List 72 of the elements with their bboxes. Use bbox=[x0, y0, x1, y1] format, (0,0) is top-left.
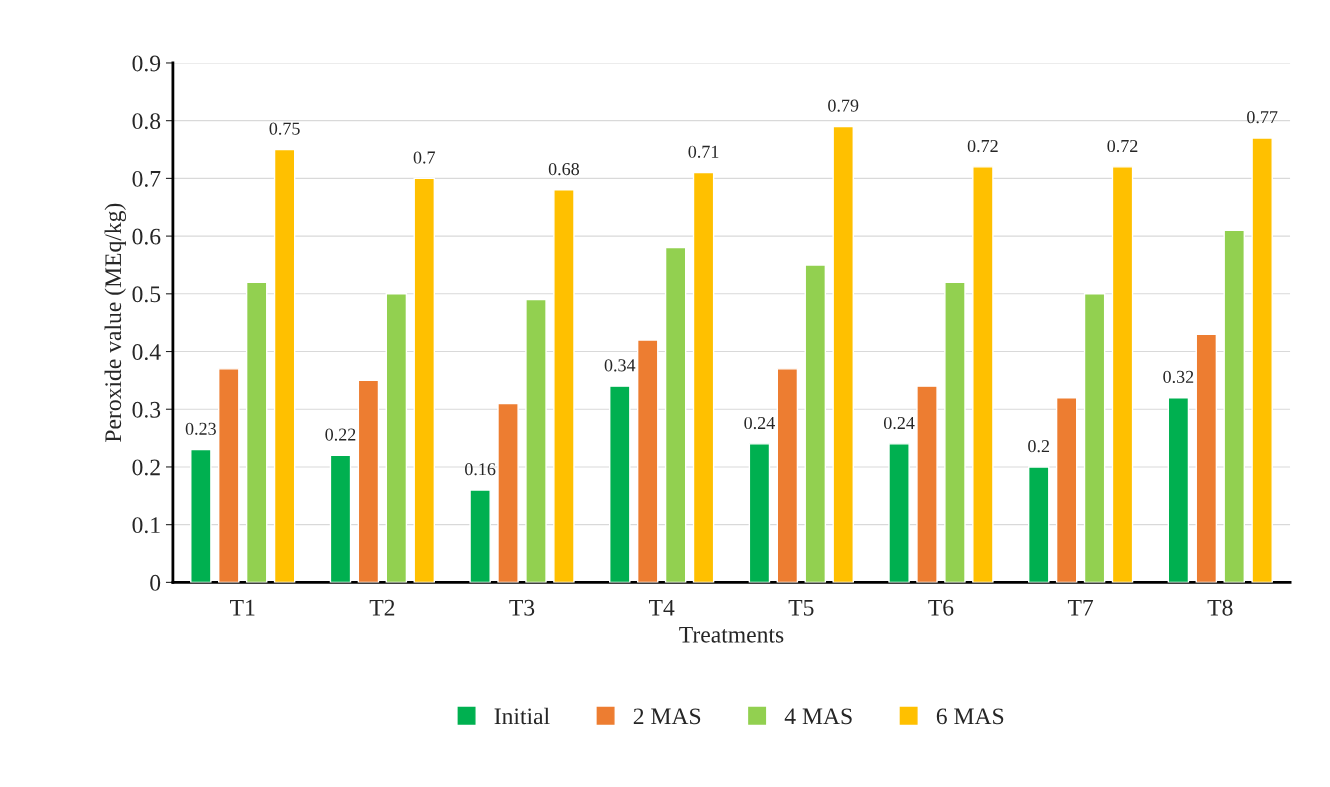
bar bbox=[469, 489, 491, 583]
y-tick-label: 0.2 bbox=[132, 459, 160, 476]
bar bbox=[190, 448, 212, 583]
bar bbox=[553, 189, 575, 583]
x-tick-label: T1 bbox=[230, 599, 255, 616]
y-tick-label: 0.6 bbox=[132, 228, 161, 245]
legend-label: 4 MAS bbox=[784, 708, 852, 725]
y-tick-label: 0 bbox=[150, 574, 161, 591]
bar bbox=[218, 368, 240, 583]
y-tick-label: 0.8 bbox=[132, 113, 161, 130]
y-tick-label: 0.9 bbox=[132, 55, 161, 72]
y-tick-label: 0.1 bbox=[132, 517, 160, 534]
data-label: 0.23 bbox=[185, 422, 216, 435]
bar bbox=[916, 385, 938, 583]
data-label: 0.71 bbox=[688, 145, 719, 158]
bar bbox=[413, 177, 436, 583]
x-tick-label: T8 bbox=[1207, 599, 1233, 616]
bar bbox=[636, 339, 659, 583]
data-label: 0.2 bbox=[1028, 439, 1050, 453]
bar bbox=[525, 298, 547, 583]
bar bbox=[944, 281, 966, 583]
legend-label: 2 MAS bbox=[633, 708, 701, 725]
data-label: 0.72 bbox=[1107, 139, 1138, 153]
data-label: 0.24 bbox=[883, 416, 915, 430]
bar bbox=[692, 171, 715, 583]
bar bbox=[1027, 466, 1050, 583]
x-tick-label: T6 bbox=[928, 599, 954, 616]
bar bbox=[1167, 397, 1190, 583]
x-tick-label: T2 bbox=[369, 599, 395, 616]
bar bbox=[497, 402, 519, 583]
bar bbox=[1055, 397, 1078, 583]
bar bbox=[1251, 137, 1273, 583]
bar bbox=[664, 246, 687, 583]
x-tick-label: T4 bbox=[648, 599, 675, 616]
bar bbox=[329, 454, 352, 583]
data-label: 0.68 bbox=[548, 162, 580, 176]
data-label: 0.34 bbox=[604, 359, 636, 372]
bar bbox=[245, 281, 268, 583]
bar bbox=[972, 166, 994, 583]
bar bbox=[1083, 293, 1106, 583]
bar bbox=[1195, 333, 1218, 583]
data-label: 0.32 bbox=[1163, 370, 1194, 383]
x-tick-label: T7 bbox=[1067, 599, 1094, 616]
bar bbox=[776, 368, 799, 583]
x-axis-title: Treatments bbox=[679, 626, 784, 643]
data-label: 0.77 bbox=[1247, 111, 1278, 124]
y-tick-label: 0.3 bbox=[132, 401, 161, 418]
bar bbox=[273, 148, 296, 583]
y-tick-label: 0.5 bbox=[132, 286, 161, 303]
bar bbox=[609, 385, 631, 583]
y-tick-label: 0.7 bbox=[132, 170, 161, 187]
y-tick-label: 0.4 bbox=[132, 344, 161, 361]
bar bbox=[888, 443, 910, 583]
bar bbox=[832, 125, 854, 583]
x-tick-label: T5 bbox=[788, 599, 814, 616]
x-tick-label: T3 bbox=[509, 599, 535, 616]
bar bbox=[1223, 229, 1245, 583]
bar bbox=[804, 264, 827, 583]
data-label: 0.22 bbox=[325, 428, 356, 441]
data-label: 0.79 bbox=[828, 99, 859, 112]
bar bbox=[748, 443, 771, 583]
legend-label: 6 MAS bbox=[936, 708, 1004, 725]
bar bbox=[385, 293, 408, 583]
data-label: 0.72 bbox=[967, 139, 998, 153]
data-label: 0.16 bbox=[465, 463, 496, 476]
data-label: 0.24 bbox=[744, 416, 775, 430]
legend-label: Initial bbox=[494, 707, 550, 725]
data-label: 0.7 bbox=[413, 151, 436, 164]
bar bbox=[1111, 166, 1134, 583]
bar bbox=[357, 379, 380, 583]
y-axis-title: Peroxide value (MEq/kg) bbox=[104, 203, 127, 442]
data-label: 0.75 bbox=[269, 122, 300, 135]
